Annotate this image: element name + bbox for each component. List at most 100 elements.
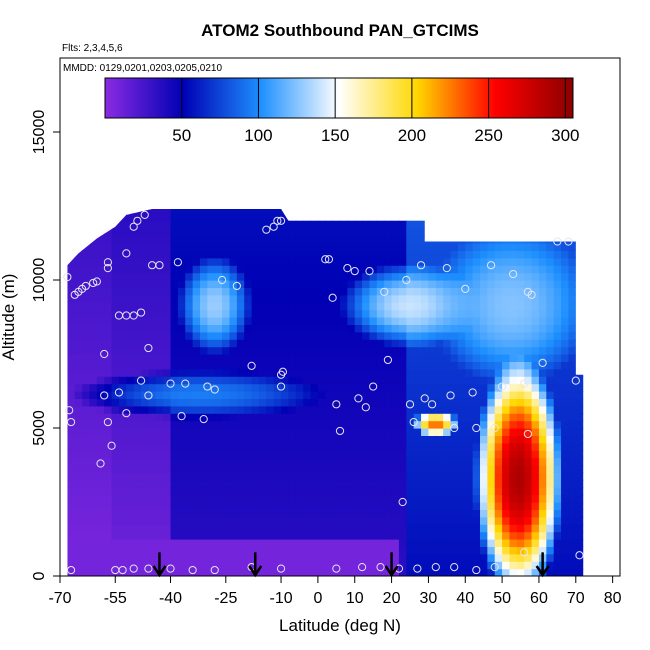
heatmap-cell [465,220,474,229]
heatmap-cell [494,494,503,503]
heatmap-cell [531,457,540,466]
heatmap-cell [546,568,555,576]
heatmap-cell [421,287,430,296]
heatmap-cell [538,272,547,281]
heatmap-cell [258,479,267,488]
heatmap-cell [568,257,577,266]
heatmap-cell [310,413,319,422]
heatmap-cell [236,213,245,222]
heatmap-cell [207,457,216,466]
heatmap-cell [273,228,282,237]
heatmap-cell [126,208,135,214]
heatmap-cell [509,524,518,533]
x-axis-label: Latitude (deg N) [279,616,401,635]
heatmap-cell [177,302,186,311]
heatmap-cell [502,420,511,429]
heatmap-cell [207,309,216,318]
heatmap-cell [325,243,334,251]
heatmap-cell [325,208,334,214]
heatmap-cell [546,383,555,392]
heatmap-cell [398,287,407,296]
heatmap-cell [67,494,76,503]
heatmap-cell [236,309,245,318]
heatmap-cell [82,516,91,525]
heatmap-cell [575,509,584,518]
heatmap-cell [524,257,533,266]
heatmap-cell [502,250,511,259]
heatmap-cell [553,457,562,466]
heatmap-cell [413,287,422,296]
heatmap-cell [524,472,533,481]
heatmap-cell [553,280,562,288]
heatmap-cell [295,502,304,510]
heatmap-cell [251,479,260,488]
heatmap-cell [391,398,400,407]
heatmap-cell [354,339,363,348]
heatmap-cell [118,302,127,311]
observation-point [490,563,499,572]
heatmap-cell [575,265,584,274]
heatmap-cell [67,376,76,385]
heatmap-cell [398,546,407,555]
heatmap-cell [369,317,378,325]
observation-point [273,216,282,225]
heatmap-cell [317,465,326,473]
heatmap-cell [89,272,98,281]
heatmap-cell [465,561,474,570]
heatmap-cell [207,302,216,311]
heatmap-cell [472,346,481,355]
heatmap-cell [472,413,481,422]
heatmap-cell [546,265,555,274]
heatmap-cell [177,309,186,318]
heatmap-cell [200,516,208,525]
heatmap-cell [354,450,363,459]
heatmap-cell [266,465,275,473]
heatmap-cell [310,509,319,518]
heatmap-cell [258,368,267,377]
heatmap-cell [502,472,511,481]
heatmap-cell [450,302,459,311]
heatmap-cell [435,561,444,570]
heatmap-cell [472,516,481,525]
heatmap-cell [148,213,157,222]
heatmap-cell [480,317,488,325]
heatmap-cell [82,546,91,555]
heatmap-cell [428,479,437,488]
heatmap-cell [553,317,562,325]
heatmap-cell [443,265,452,274]
heatmap-cell [516,442,525,451]
heatmap-cell [332,265,341,274]
heatmap-cell [192,509,201,518]
heatmap-cell [435,243,444,251]
heatmap-cell [553,450,562,459]
heatmap-cell [207,465,216,473]
heatmap-cell [472,213,481,222]
heatmap-cell [303,487,312,496]
heatmap-cell [494,531,503,540]
heatmap-cell [443,354,452,362]
heatmap-cell [82,553,91,562]
heatmap-cell [74,524,83,533]
heatmap-cell [118,413,127,422]
heatmap-cell [487,516,496,525]
heatmap-cell [192,487,201,496]
heatmap-cell [421,568,430,576]
x-tick-label: -40 [159,590,182,607]
heatmap-cell [421,509,430,518]
heatmap-cell [332,494,341,503]
heatmap-cell [111,265,120,274]
heatmap-cell [369,524,378,533]
heatmap-cell [177,524,186,533]
heatmap-cell [406,428,415,436]
heatmap-cell [111,220,120,229]
heatmap-cell [583,324,584,333]
heatmap-cell [435,524,444,533]
heatmap-cell [347,405,356,414]
heatmap-cell [575,354,584,362]
heatmap-cell [244,250,253,259]
heatmap-cell [141,487,150,496]
heatmap-cell [406,539,415,547]
heatmap-cell [502,339,511,348]
heatmap-cell [229,257,238,266]
heatmap-cell [369,428,378,436]
